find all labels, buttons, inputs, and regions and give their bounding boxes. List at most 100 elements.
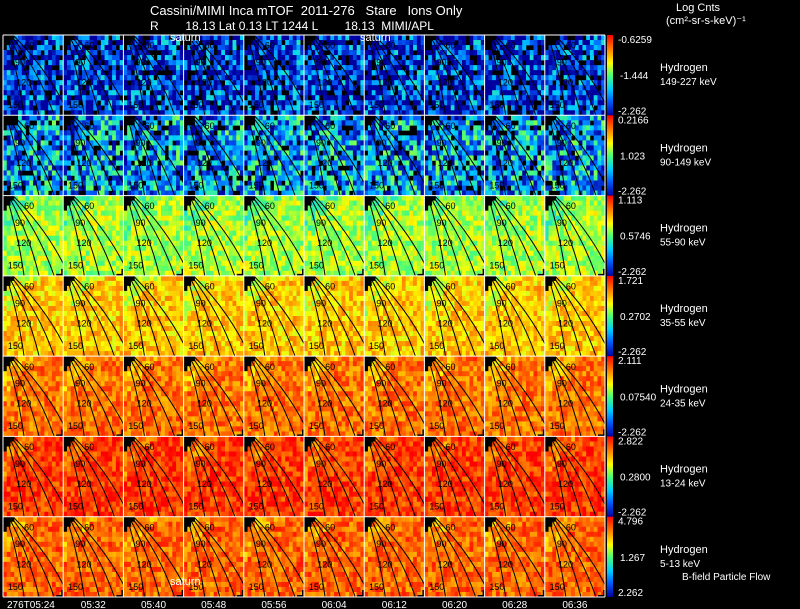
- field-contour: [5, 516, 25, 598]
- contour-label: 90: [557, 138, 567, 148]
- field-contour: [248, 34, 281, 116]
- image-cell: 60 90 120 150: [364, 436, 431, 518]
- field-contour: [190, 355, 236, 437]
- contour-label: 120: [197, 78, 212, 88]
- field-contour: [10, 195, 55, 277]
- field-contour: [7, 516, 40, 598]
- field-contour: [308, 34, 341, 116]
- contour-label: 150: [68, 180, 83, 190]
- contour-label: 60: [24, 121, 34, 131]
- contour-label: 150: [68, 582, 83, 592]
- contour-label: 60: [84, 442, 94, 452]
- field-contour: [369, 355, 401, 437]
- image-cell: 60 90 120 150: [63, 436, 130, 518]
- contour-label: 120: [377, 238, 392, 248]
- field-contour: [306, 195, 326, 276]
- contour-label: 60: [205, 522, 215, 532]
- contour-label: 120: [137, 479, 152, 489]
- contour-label: 60: [84, 121, 94, 131]
- contour-label: 120: [317, 479, 332, 489]
- contour-label: 60: [325, 121, 335, 131]
- contour-label: 150: [188, 582, 203, 592]
- field-contour: [547, 355, 567, 437]
- colorbar-max: -0.6259: [618, 35, 652, 46]
- field-contour: [10, 114, 55, 196]
- contour-label: 90: [376, 379, 386, 389]
- contour-label: 90: [75, 57, 85, 67]
- contour-label: 60: [385, 121, 395, 131]
- field-contour: [128, 516, 161, 598]
- contour-label: 60: [265, 121, 275, 131]
- contour-label: 120: [257, 399, 272, 409]
- field-contour: [547, 195, 567, 276]
- field-contour: [549, 355, 582, 437]
- field-contour: [306, 34, 326, 116]
- field-contour: [427, 115, 446, 196]
- contour-label: 90: [256, 138, 266, 148]
- field-contour: [68, 436, 100, 517]
- field-contour: [366, 195, 386, 276]
- field-contour: [547, 436, 567, 517]
- field-contour: [549, 34, 582, 116]
- field-contour: [186, 436, 206, 517]
- contour-label: 90: [196, 539, 206, 549]
- contour-label: 90: [557, 298, 567, 308]
- contour-label: 90: [497, 298, 507, 308]
- contour-label: 120: [197, 559, 212, 569]
- field-contour: [552, 195, 597, 277]
- contour-label: 120: [377, 399, 392, 409]
- field-contour: [427, 355, 446, 437]
- contour-label: 150: [128, 100, 143, 110]
- contour-label: 150: [429, 421, 444, 431]
- image-cell: 60 90 120 150: [183, 114, 251, 196]
- contour-label: 150: [8, 180, 23, 190]
- contour-label: 60: [506, 362, 516, 372]
- field-contour: [68, 355, 100, 437]
- image-cell: 60 90 120 150: [183, 34, 251, 116]
- image-cell: 60 90 120 150: [364, 114, 431, 196]
- field-contour: [7, 195, 40, 276]
- contour-label: 90: [497, 57, 507, 67]
- field-contour: [431, 516, 477, 598]
- contour-label: 120: [438, 559, 453, 569]
- field-contour: [552, 114, 597, 196]
- contour-label: 150: [188, 501, 203, 511]
- field-contour: [248, 195, 281, 276]
- field-contour: [246, 34, 266, 116]
- field-contour: [70, 34, 115, 116]
- contour-label: 60: [385, 281, 395, 291]
- image-cell: 60 90 120 150: [424, 516, 492, 604]
- contour-label: 150: [309, 501, 324, 511]
- contour-label: 120: [317, 158, 332, 168]
- colorbar-min: -2.262: [618, 508, 647, 519]
- contour-label: 120: [498, 318, 513, 328]
- contour-label: 60: [385, 41, 395, 51]
- field-contour: [366, 436, 386, 517]
- contour-label: 150: [309, 261, 324, 271]
- field-contour: [248, 115, 281, 196]
- field-contour: [554, 34, 612, 116]
- contour-label: 60: [506, 201, 516, 211]
- contour-label: 60: [566, 121, 576, 131]
- field-contour: [246, 355, 266, 437]
- image-cell: 60 90 120 150: [123, 436, 191, 518]
- contour-label: 90: [436, 459, 446, 469]
- image-cell: 60 90 120 150: [243, 436, 311, 518]
- field-contour: [549, 275, 582, 357]
- field-contour: [431, 34, 477, 116]
- contour-label: 120: [498, 399, 513, 409]
- colorbar-max: 0.2166: [618, 115, 649, 126]
- field-contour: [128, 275, 161, 357]
- contour-label: 150: [489, 180, 504, 190]
- contour-label: 150: [249, 501, 264, 511]
- field-contour: [246, 436, 266, 517]
- contour-label: 90: [196, 218, 206, 228]
- contour-label: 150: [249, 180, 264, 190]
- contour-label: 150: [8, 582, 23, 592]
- field-contour: [126, 275, 145, 357]
- contour-label: 60: [566, 281, 576, 291]
- species-label: Hydrogen: [660, 383, 708, 395]
- contour-label: 90: [135, 379, 145, 389]
- contour-label: 90: [376, 218, 386, 228]
- field-contour: [10, 355, 55, 437]
